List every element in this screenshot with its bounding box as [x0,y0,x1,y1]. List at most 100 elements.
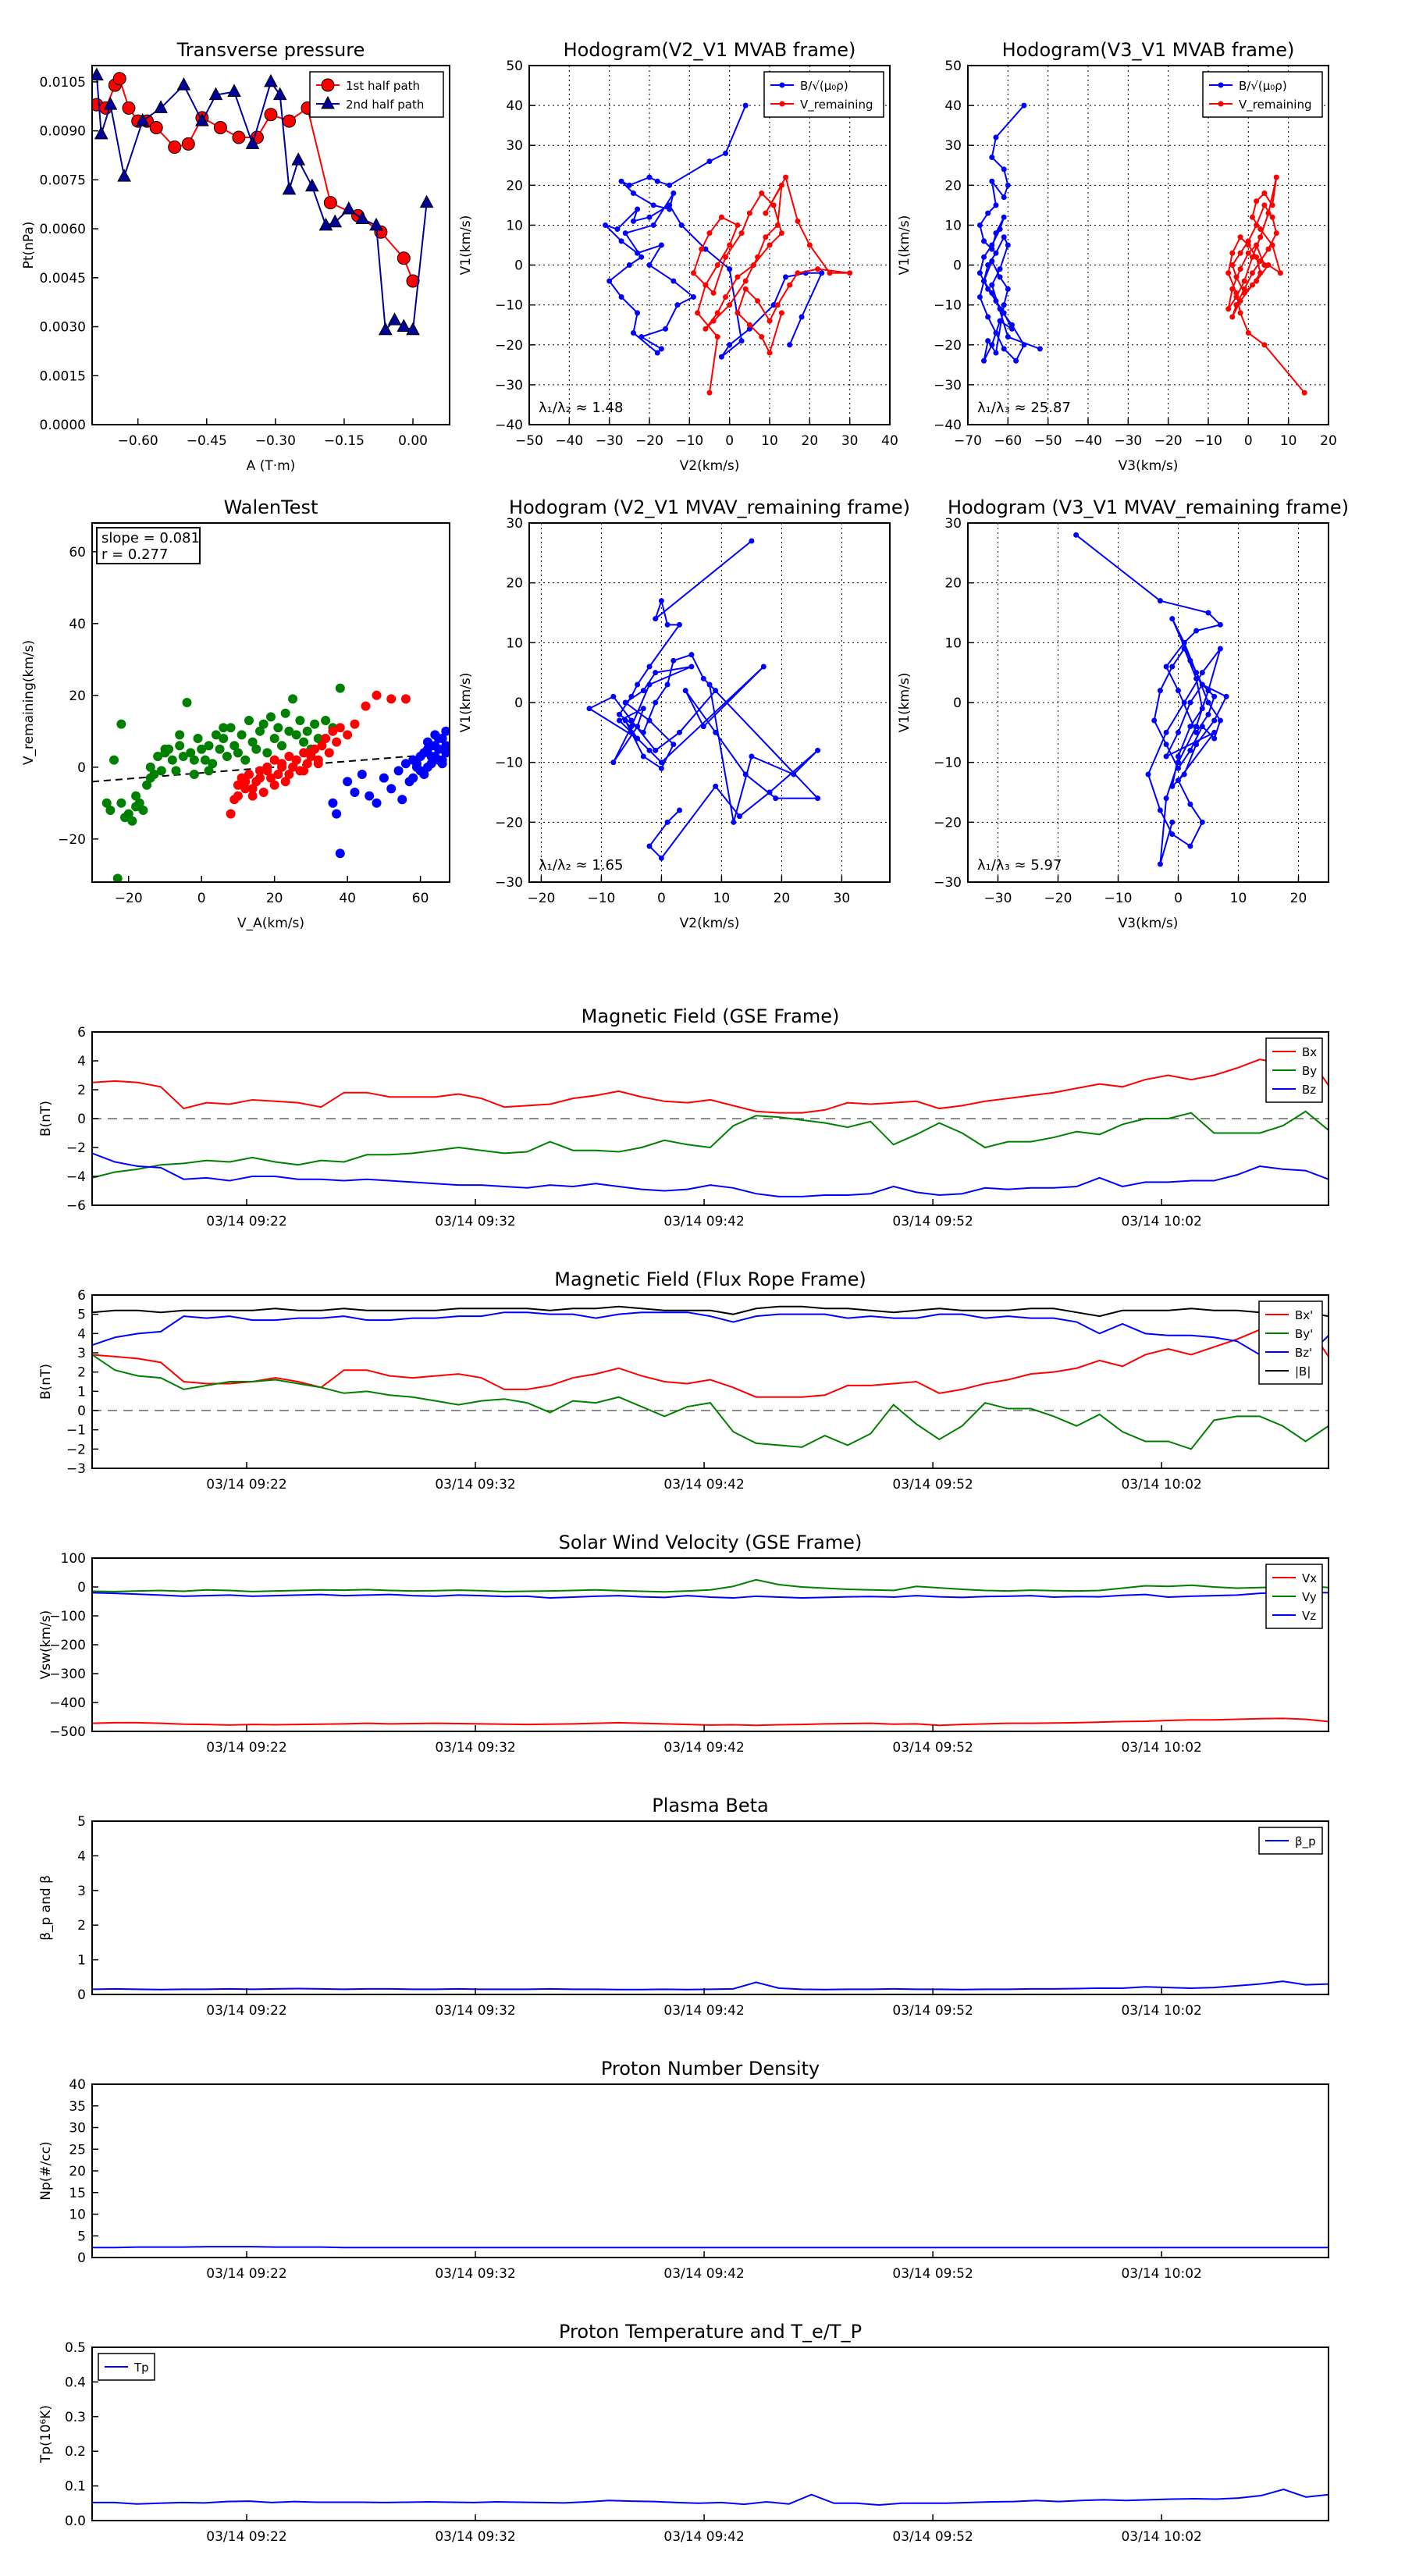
data-point [658,598,664,604]
data-point [1157,861,1163,867]
data-point [760,664,767,670]
data-point [749,753,755,760]
y-tick-label: −20 [495,815,523,831]
y-tick-label: 10 [69,2208,86,2223]
series-line-b- [979,105,1040,362]
data-point [677,621,682,628]
y-tick-label: 0.0060 [40,222,86,237]
scatter-point [145,773,155,783]
data-point [1254,222,1260,228]
data-point [654,350,660,356]
y-tick-label: 50 [506,59,523,74]
scatter-point [441,741,450,751]
data-point [419,194,434,208]
data-point [154,100,168,113]
data-point [1005,286,1011,292]
scatter-point [280,708,290,718]
y-tick-label: 40 [69,617,86,632]
data-point [654,178,660,184]
data-point [1245,250,1251,256]
plot-frame [967,65,1329,425]
x-axis-label: V3(km/s) [1119,458,1179,474]
y-tick-label: −30 [934,378,962,393]
data-point [1151,717,1158,724]
data-point [727,342,733,348]
data-point [1254,242,1260,248]
data-point [667,202,673,208]
scatter-point [156,766,166,776]
legend-box [309,71,444,118]
data-point [795,218,801,224]
y-tick-label: 5 [77,1814,86,1830]
data-point [1233,302,1240,308]
scatter-point [105,806,116,815]
y-tick-label: 0 [77,760,86,776]
y-tick-label: 20 [944,576,962,592]
data-point [674,302,681,308]
scatter-point [219,734,229,743]
y-tick-label: 50 [944,59,962,74]
y-tick-label: −3 [66,1461,86,1477]
series-line-vy [92,1578,1329,1593]
scatter-point [219,723,229,733]
scatter-point [284,726,294,736]
x-tick-label: −0.30 [255,433,296,449]
y-axis-label: V1(km/s) [458,673,474,733]
scatter-point [277,741,287,751]
scatter-point [229,741,240,751]
data-point [783,174,789,180]
data-point [1187,843,1193,849]
data-point [710,290,717,296]
data-point [1169,664,1176,670]
data-point [1265,246,1272,252]
legend-marker [321,95,335,109]
data-point [1187,801,1193,807]
y-axis-label: V1(km/s) [458,215,474,276]
data-point [264,73,278,87]
x-axis-label: V_A(km/s) [237,916,304,931]
y-tick-label: 0 [77,1580,86,1596]
scatter-point [343,730,353,740]
y-tick-label: 0 [514,696,523,711]
x-tick-label: 10 [1230,891,1247,906]
data-point [1249,254,1255,260]
data-point [746,210,752,216]
y-tick-label: −4 [66,1169,86,1185]
data-point [706,390,713,396]
data-point [640,729,646,735]
scatter-point [386,784,397,794]
data-point [727,302,733,308]
y-axis-label: Vsw(km/s) [38,1610,54,1680]
data-point [742,771,749,777]
scatter-point [244,770,254,779]
y-tick-label: 0 [953,258,962,274]
data-point [1261,190,1268,197]
fit-stats-box [96,527,201,564]
data-point [799,314,805,320]
data-point [1187,724,1193,730]
data-point [1225,270,1232,276]
y-tick-label: 10 [506,218,523,233]
legend-label: Bz' [1295,1346,1312,1360]
data-point [993,250,999,256]
data-point [677,807,682,813]
scatter-point [310,719,320,729]
y-tick-label: −100 [49,1609,86,1624]
y-tick-label: 25 [69,2142,86,2158]
data-point [997,226,1003,233]
data-point [1237,234,1243,240]
y-tick-label: 0.2 [65,2444,86,2460]
x-tick-label: 03/14 10:02 [1121,1740,1201,1756]
data-point [795,270,801,276]
x-tick-label: 03/14 09:32 [435,1740,515,1756]
x-tick-label: 0 [725,433,734,449]
scatter-point [262,748,272,758]
data-point [628,717,635,724]
scatter-point [321,716,331,725]
data-point [628,724,635,730]
data-point [976,270,983,276]
data-point [1237,266,1243,272]
data-point [1265,262,1272,269]
x-tick-label: 03/14 09:22 [206,2266,286,2282]
scatter-point [215,744,225,754]
